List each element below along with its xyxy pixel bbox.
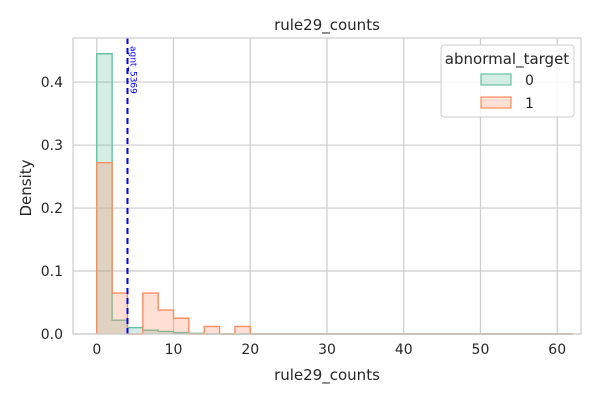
histogram-bar [142, 293, 159, 334]
histogram-bar [142, 330, 159, 334]
histogram-bar [127, 327, 143, 334]
plot-border [72, 37, 582, 335]
histogram-bar [204, 326, 220, 334]
x-tick-label: 50 [472, 342, 490, 358]
histogram-bar [234, 326, 251, 334]
threshold-label: agnt_5369 [127, 46, 137, 94]
x-tick-label: 30 [318, 342, 336, 358]
y-tick-label: 0.2 [41, 201, 63, 217]
legend-label-1: 1 [525, 96, 534, 112]
chart-title: rule29_counts [274, 16, 380, 35]
histogram-bar [112, 320, 128, 334]
histogram-bar [173, 318, 189, 334]
legend-swatch-1 [480, 96, 512, 109]
histogram-bar [112, 293, 128, 334]
legend: abnormal_target 0 1 [440, 44, 575, 118]
x-tick-label: 20 [241, 342, 259, 358]
histogram-bar [158, 310, 174, 334]
y-tick-label: 0.0 [41, 327, 63, 343]
annotation-layer: agnt_5369 [126, 38, 137, 334]
legend-label-0: 0 [525, 73, 534, 89]
x-axis-label: rule29_counts [274, 366, 380, 385]
legend-swatch-0 [480, 73, 512, 86]
y-tick-label: 0.3 [41, 138, 63, 154]
y-tick-label: 0.1 [41, 264, 63, 280]
histogram-bar [96, 53, 113, 334]
histogram-bar [96, 162, 113, 334]
series-outline [96, 161, 573, 335]
x-axis-ticks: 0 10 20 30 40 50 60 [92, 342, 566, 358]
y-axis-label: Density [17, 159, 35, 216]
series-1 [96, 161, 573, 335]
y-axis-ticks: 0.0 0.1 0.2 0.3 0.4 [41, 75, 63, 343]
legend-title: abnormal_target [445, 50, 569, 69]
x-tick-label: 10 [165, 342, 183, 358]
x-tick-label: 40 [395, 342, 413, 358]
x-tick-label: 60 [548, 342, 566, 358]
legend-box [440, 44, 575, 118]
plot-frame [72, 37, 582, 335]
y-tick-label: 0.4 [41, 75, 63, 91]
x-tick-label: 0 [92, 342, 101, 358]
histogram-bar [158, 331, 174, 334]
